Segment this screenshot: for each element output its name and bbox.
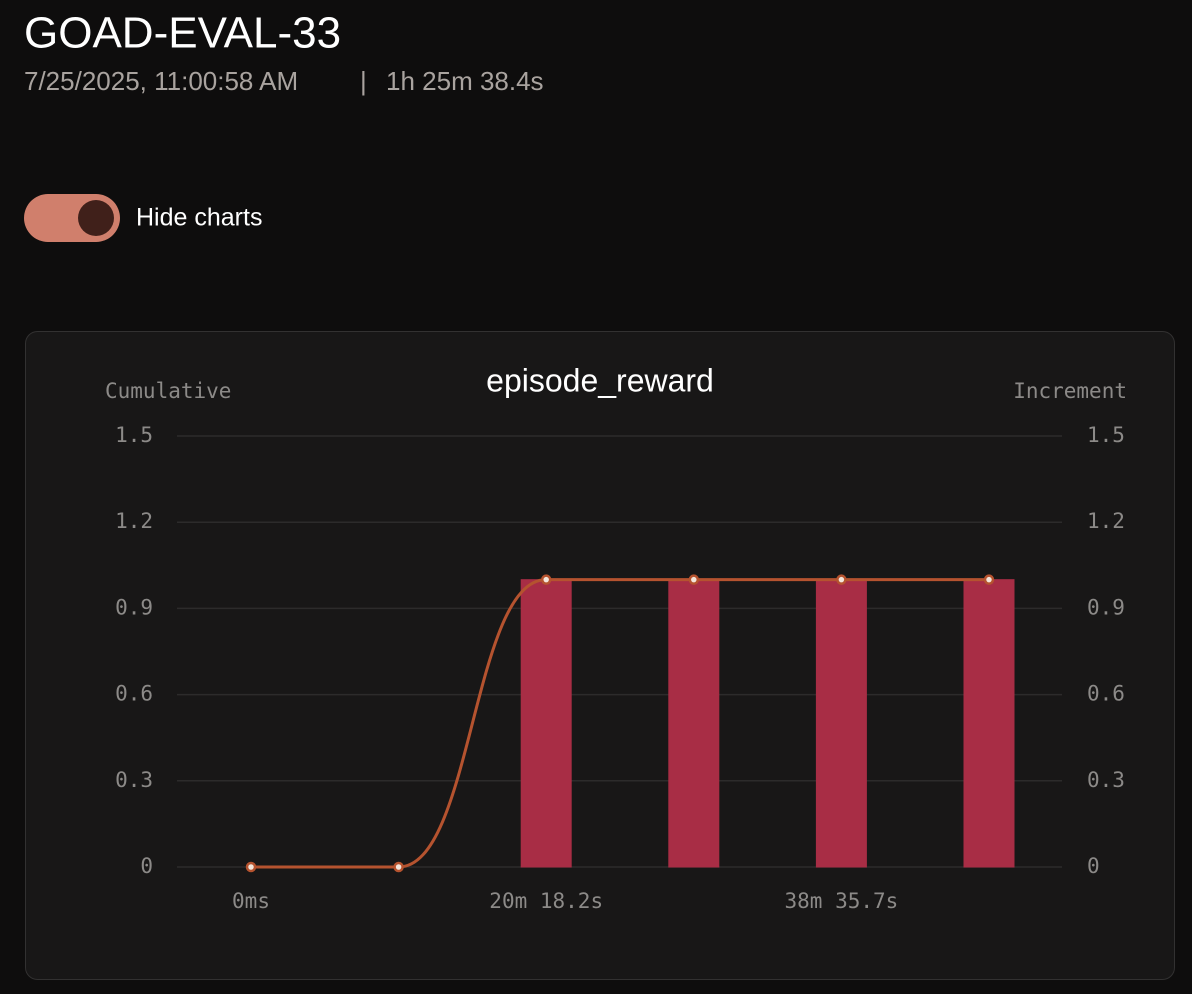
y-tick-label: 0 bbox=[140, 854, 153, 878]
line-point bbox=[983, 574, 995, 585]
chart-card bbox=[25, 331, 1175, 980]
bar bbox=[815, 579, 867, 868]
toggle-label[interactable]: Hide charts bbox=[136, 204, 262, 232]
y2-tick-label: 1.5 bbox=[1087, 423, 1125, 447]
page-title: GOAD-EVAL-33 bbox=[24, 9, 341, 58]
separator: | bbox=[360, 66, 367, 96]
y-tick-label: 1.2 bbox=[115, 509, 153, 533]
y2-tick-label: 0.9 bbox=[1087, 595, 1125, 619]
x-tick-label: 20m 18.2s bbox=[489, 889, 603, 913]
chart-title: episode_reward bbox=[486, 362, 714, 398]
toggle-knob[interactable] bbox=[78, 200, 114, 236]
bar bbox=[963, 579, 1015, 868]
duration: 1h 25m 38.4s bbox=[386, 66, 544, 96]
line-point bbox=[836, 574, 847, 585]
y2-tick-label: 0 bbox=[1087, 854, 1100, 878]
x-tick-label: 38m 35.7s bbox=[785, 889, 899, 913]
timestamp: 7/25/2025, 11:00:58 AM bbox=[24, 66, 298, 96]
y-tick-label: 0.6 bbox=[115, 682, 153, 706]
line-point bbox=[393, 861, 404, 873]
y-tick-label: 1.5 bbox=[115, 423, 153, 447]
bar bbox=[520, 579, 572, 868]
y-axis-title: Cumulative bbox=[105, 379, 231, 403]
y2-tick-label: 1.2 bbox=[1087, 509, 1125, 533]
line-point bbox=[245, 861, 257, 873]
y2-tick-label: 0.6 bbox=[1087, 682, 1125, 706]
bar bbox=[668, 579, 720, 868]
line-point bbox=[540, 574, 552, 585]
y2-axis-title: Increment bbox=[1013, 379, 1127, 403]
y-tick-label: 0.3 bbox=[115, 768, 153, 792]
y2-tick-label: 0.3 bbox=[1087, 768, 1125, 792]
x-tick-label: 0ms bbox=[232, 889, 270, 913]
y-tick-label: 0.9 bbox=[115, 595, 153, 619]
toggle[interactable] bbox=[24, 194, 120, 242]
line-point bbox=[688, 574, 700, 585]
